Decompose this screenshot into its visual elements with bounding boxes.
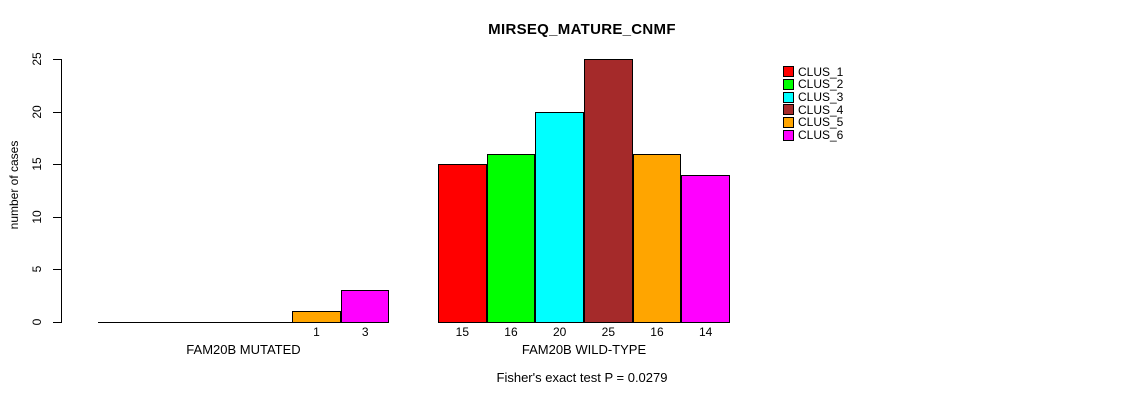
y-tick-label: 10 (30, 210, 44, 224)
bar-value-label: 20 (552, 325, 567, 339)
bar-clus-5-fam20b-mutated (292, 311, 341, 323)
bar-value-label: 25 (601, 325, 616, 339)
legend-swatch-clus-4 (783, 104, 794, 116)
legend-swatch-clus-3 (783, 91, 794, 103)
bar-clus-2-fam20b-wild-type (486, 153, 536, 323)
legend-swatch-clus-1 (783, 66, 794, 78)
bar-value-label: 1 (313, 325, 320, 339)
bar-clus-3-fam20b-wild-type (535, 111, 584, 323)
legend-label: CLUS_5 (798, 115, 844, 130)
legend-label: CLUS_3 (798, 90, 844, 105)
legend-swatch-clus-6 (783, 129, 794, 141)
y-tick-label: 5 (30, 266, 44, 273)
legend-label: CLUS_1 (798, 64, 844, 79)
y-tick-mark (53, 322, 61, 323)
y-tick-label: 0 (30, 318, 44, 326)
y-tick-label: 25 (30, 52, 44, 66)
y-tick-mark (53, 269, 61, 271)
bar-value-label: 14 (698, 325, 713, 339)
y-tick-label: 20 (30, 104, 44, 119)
bar-clus-4-fam20b-wild-type (583, 59, 633, 323)
bar-value-label: 15 (455, 325, 470, 339)
fisher-test-note: Fisher's exact test P = 0.0279 (496, 370, 668, 385)
bar-clus-6-fam20b-mutated (340, 290, 390, 323)
y-axis-line (61, 59, 62, 323)
y-tick-label: 15 (30, 157, 44, 171)
bar-value-label: 16 (504, 325, 518, 339)
bar-clus-6-fam20b-wild-type (681, 174, 730, 323)
legend-label: CLUS_4 (798, 102, 844, 117)
y-tick-mark (53, 216, 61, 218)
legend-label: CLUS_6 (798, 128, 844, 143)
legend-swatch-clus-2 (783, 78, 794, 90)
y-tick-mark (53, 59, 61, 60)
chart-title: MIRSEQ_MATURE_CNMF (488, 21, 676, 38)
x-group-label-fam20b-wild-type: FAM20B WILD-TYPE (521, 342, 647, 357)
bar-value-label: 16 (650, 325, 664, 339)
y-tick-mark (53, 164, 61, 166)
bar-clus-1-fam20b-wild-type (438, 164, 487, 323)
bar-value-label: 3 (361, 325, 369, 339)
legend-label: CLUS_2 (798, 77, 844, 92)
bar-clus-5-fam20b-wild-type (632, 153, 682, 323)
legend-swatch-clus-5 (783, 116, 794, 128)
y-tick-mark (53, 111, 61, 113)
baseline-fam20b-mutated (97, 322, 390, 323)
x-group-label-fam20b-mutated: FAM20B MUTATED (186, 342, 301, 357)
